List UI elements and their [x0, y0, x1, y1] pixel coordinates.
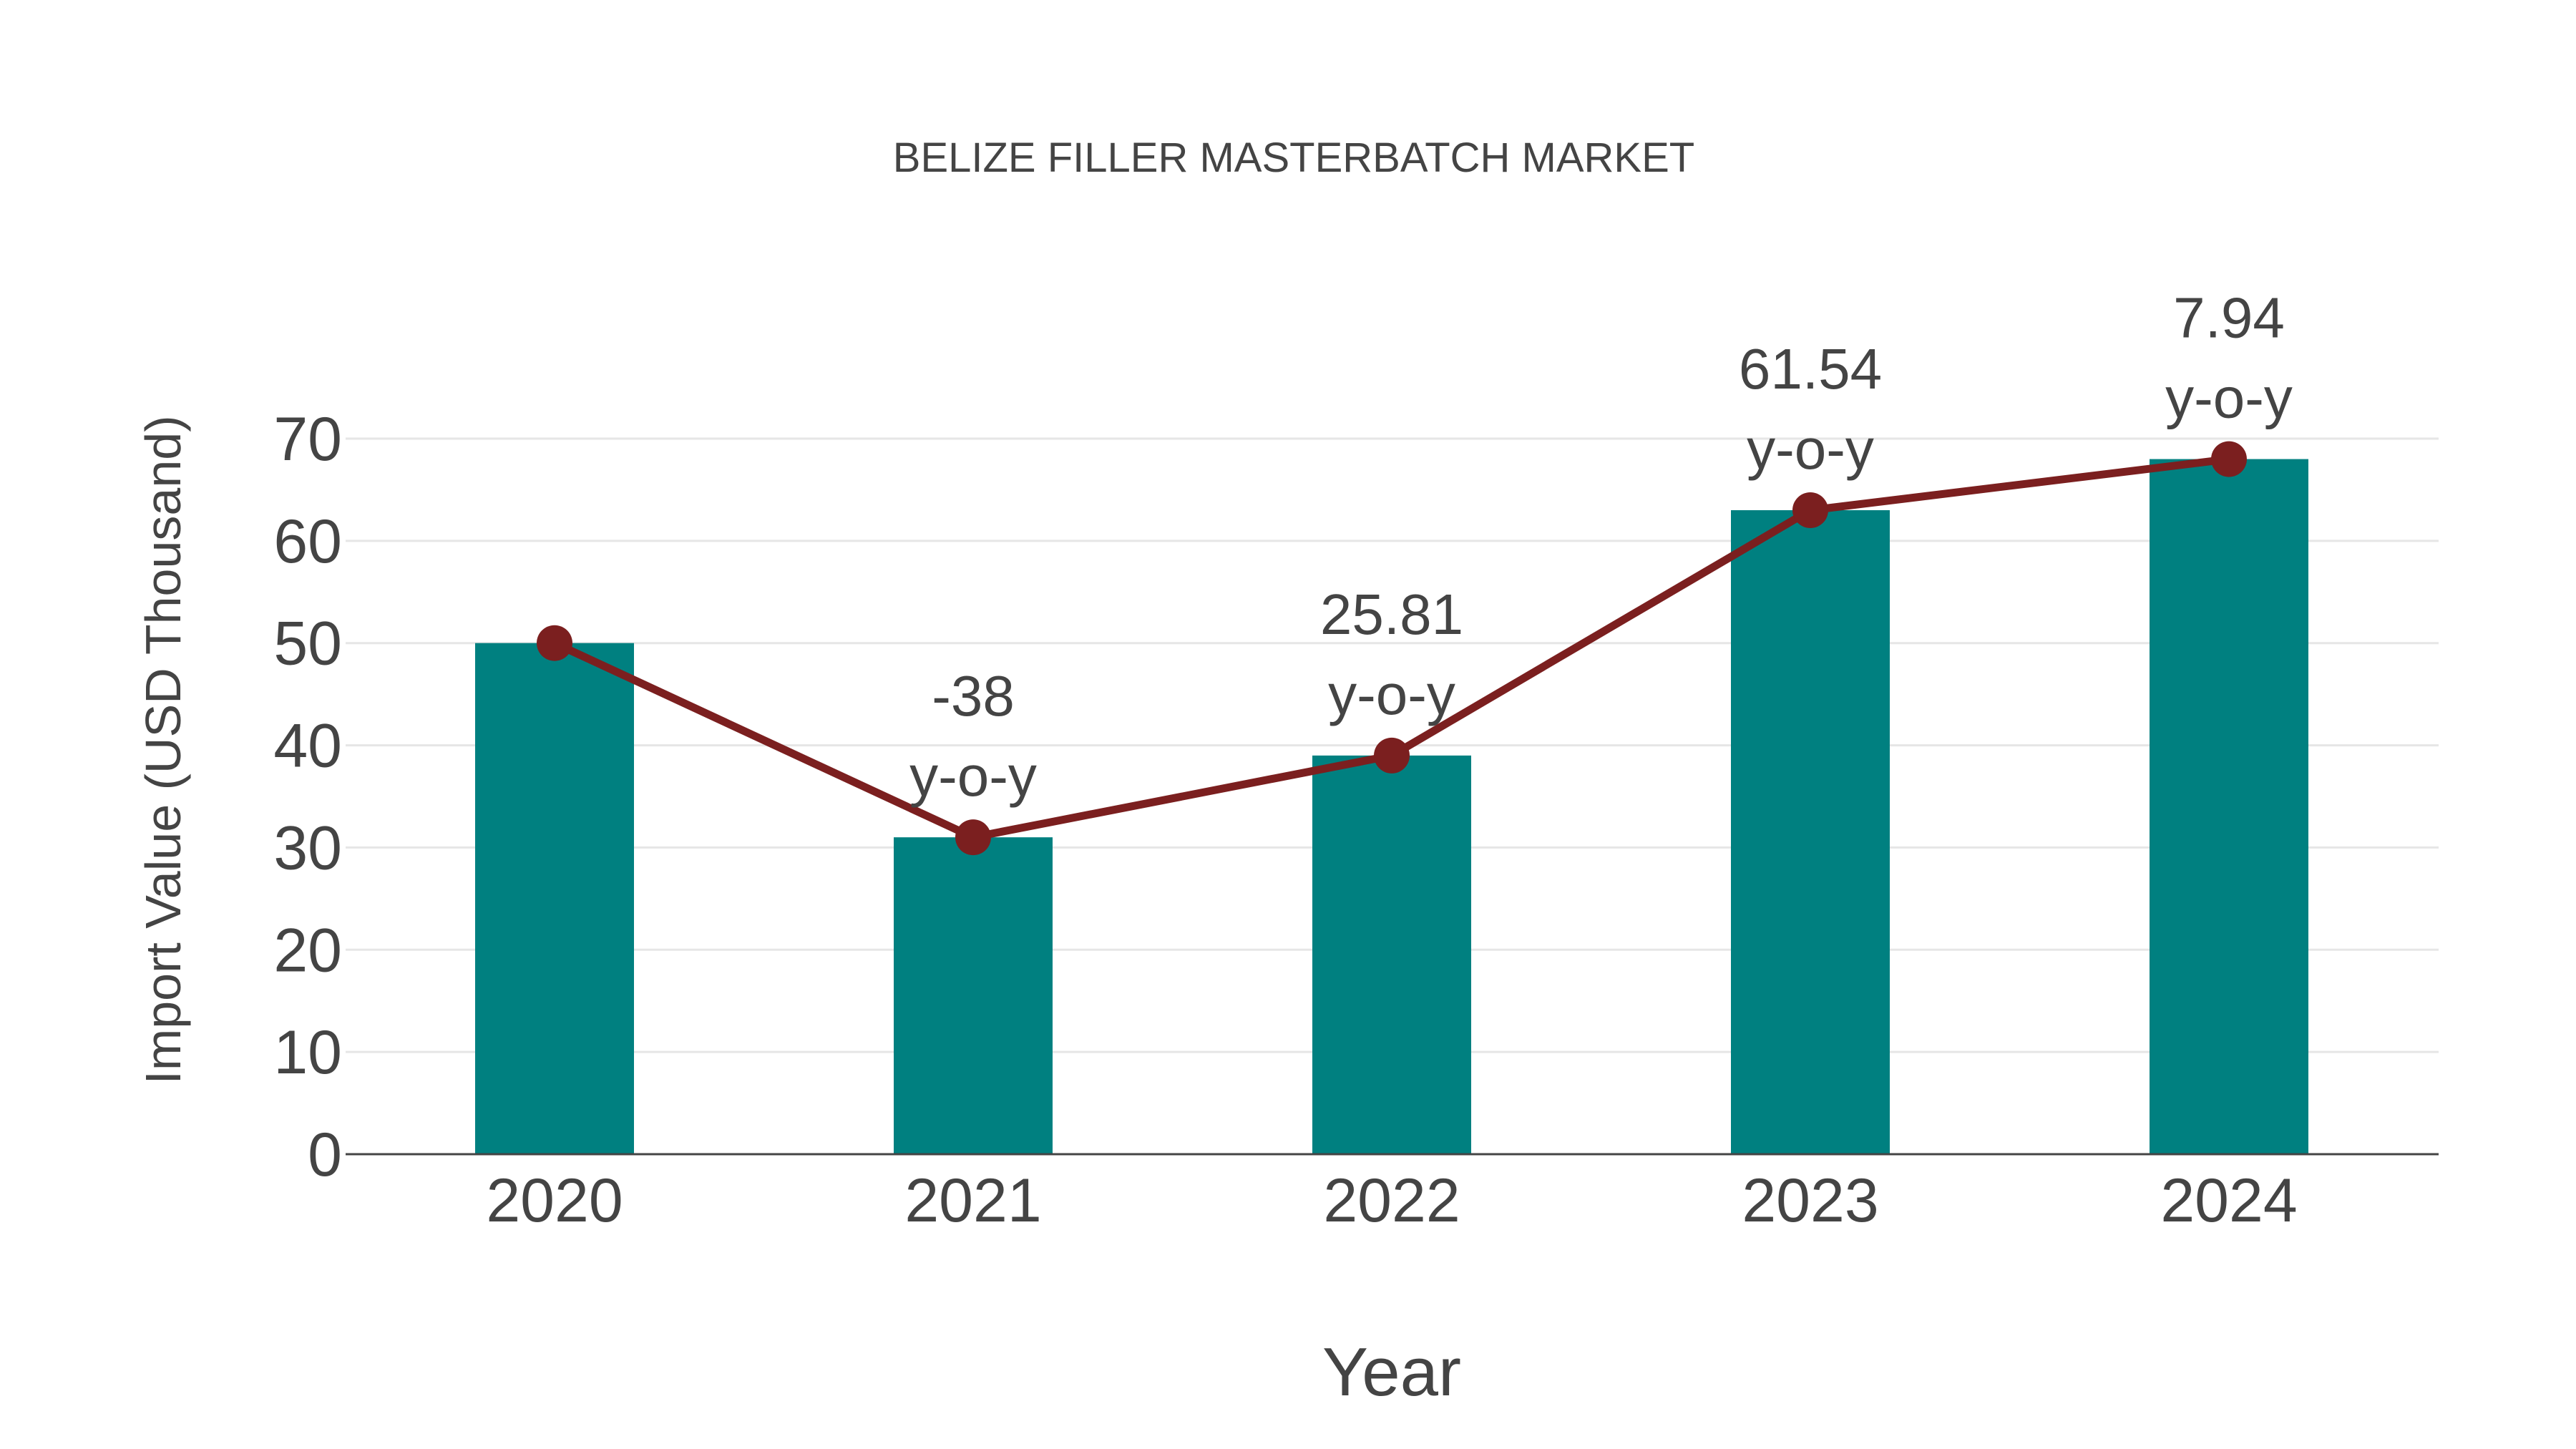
y-tick-label: 50 — [273, 610, 342, 678]
yoy-annotations: -38 y-o-y 25.81 y-o-y 61.54 y-o-y 7.94 y-o-y — [909, 286, 2293, 809]
chart-title: BELIZE FILLER MASTERBATCH MARKET — [893, 135, 1694, 181]
bar-2021 — [894, 837, 1053, 1154]
x-tick-label: 2023 — [1742, 1166, 1878, 1235]
y-tick-label: 30 — [273, 814, 342, 882]
y-axis-label: Import Value (USD Thousand) — [135, 415, 191, 1084]
trend-line — [537, 441, 2247, 856]
y-tick-label: 70 — [273, 405, 342, 474]
yoy-suffix: y-o-y — [2165, 366, 2293, 430]
y-tick-label: 20 — [273, 916, 342, 985]
y-tick-label: 10 — [273, 1018, 342, 1087]
bar-2023 — [1731, 510, 1890, 1154]
yoy-value: 7.94 — [2173, 286, 2285, 350]
bar-2022 — [1312, 755, 1471, 1154]
y-tick-label: 0 — [308, 1121, 342, 1189]
yoy-value: 25.81 — [1320, 582, 1463, 646]
yoy-value: 61.54 — [1739, 337, 1882, 401]
trend-marker-2024 — [2211, 441, 2247, 477]
x-axis-label: Year — [1322, 1334, 1461, 1410]
bar-2020 — [475, 643, 634, 1154]
x-tick-label: 2024 — [2160, 1166, 2297, 1235]
trend-marker-2021 — [955, 819, 991, 856]
x-axis-ticks: 2020 2021 2022 2023 2024 — [486, 1166, 2297, 1235]
bars — [475, 459, 2308, 1154]
yoy-suffix: y-o-y — [909, 744, 1037, 808]
bar-2024 — [2150, 459, 2308, 1154]
yoy-suffix: y-o-y — [1747, 417, 1874, 481]
x-tick-label: 2022 — [1323, 1166, 1460, 1235]
yoy-suffix: y-o-y — [1328, 663, 1455, 726]
x-tick-label: 2020 — [486, 1166, 623, 1235]
trend-marker-2020 — [537, 625, 572, 661]
y-tick-label: 40 — [273, 712, 342, 781]
y-axis-ticks: 0 10 20 30 40 50 60 70 — [273, 405, 342, 1189]
x-tick-label: 2021 — [904, 1166, 1041, 1235]
trend-marker-2023 — [1792, 492, 1828, 528]
trend-marker-2022 — [1374, 737, 1410, 774]
y-tick-label: 60 — [273, 507, 342, 576]
yoy-value: -38 — [932, 664, 1015, 728]
